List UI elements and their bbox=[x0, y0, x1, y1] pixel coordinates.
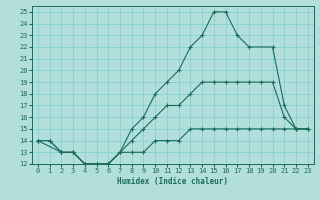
X-axis label: Humidex (Indice chaleur): Humidex (Indice chaleur) bbox=[117, 177, 228, 186]
